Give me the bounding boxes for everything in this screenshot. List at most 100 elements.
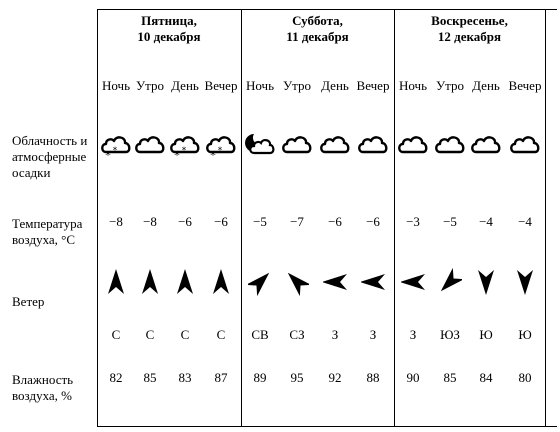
wind-cell — [173, 267, 197, 302]
cloud-cell — [319, 129, 351, 166]
table-border-right — [545, 9, 546, 427]
humidity-value: 87 — [214, 370, 228, 385]
temperature-value: −3 — [406, 214, 420, 229]
wind-direction: С — [145, 327, 155, 342]
wind-cell — [360, 267, 385, 302]
period-label: Ночь — [101, 78, 131, 93]
cloud-cell — [134, 129, 166, 166]
period-label: День — [321, 78, 349, 93]
cloud-cell — [397, 129, 429, 166]
cloud-icon — [320, 136, 350, 154]
wind-arrow-icon — [322, 274, 347, 290]
wind-arrow-icon — [400, 274, 425, 290]
wind-arrow-icon — [478, 270, 494, 295]
day-header: Воскресенье, 12 декабря — [394, 13, 545, 45]
svg-text:*: * — [174, 149, 180, 161]
row-label-temperature: Температура воздуха, °C — [12, 216, 83, 247]
day-header: Пятница, 10 декабря — [97, 13, 241, 45]
period-label: Ночь — [398, 78, 428, 93]
svg-text:*: * — [210, 149, 216, 161]
wind-arrow-icon — [177, 269, 193, 294]
cloud-icon — [435, 136, 465, 154]
moon-cloud-icon — [245, 134, 275, 155]
cloud-snow-icon: * * — [206, 136, 236, 162]
wind-direction: ЮЗ — [440, 327, 460, 342]
wind-arrow-icon — [245, 272, 270, 297]
svg-text:*: * — [113, 146, 118, 156]
row-label-wind: Ветер — [12, 294, 45, 309]
cloud-cell — [357, 129, 389, 166]
cloud-cell: * * — [100, 129, 132, 166]
day-divider — [241, 9, 242, 427]
wind-direction: С — [216, 327, 226, 342]
wind-cell — [474, 267, 498, 302]
wind-arrow-icon — [517, 270, 533, 295]
period-label: День — [171, 78, 199, 93]
temperature-value: −6 — [178, 214, 192, 229]
wind-direction: С — [180, 327, 190, 342]
temperature-value: −6 — [214, 214, 228, 229]
day-weekday: Пятница, — [141, 13, 197, 28]
day-divider — [394, 9, 395, 427]
humidity-value: 89 — [253, 370, 267, 385]
period-label: Ночь — [245, 78, 275, 93]
cloud-icon — [135, 136, 165, 154]
wind-cell — [245, 267, 272, 302]
row-label-clouds: Облачность и атмосферные осадки — [12, 133, 88, 180]
cloud-icon — [282, 136, 312, 154]
wind-cell — [138, 267, 162, 302]
temperature-value: −4 — [518, 214, 532, 229]
day-header: Суббота, 11 декабря — [241, 13, 394, 45]
day-weekday: Суббота, — [292, 13, 343, 28]
humidity-value: 82 — [109, 370, 123, 385]
wind-cell — [322, 267, 347, 302]
period-label: Утро — [282, 78, 312, 93]
wind-direction: З — [409, 327, 417, 342]
cloud-cell — [281, 129, 313, 166]
wind-direction: З — [331, 327, 339, 342]
svg-text:*: * — [218, 146, 223, 156]
wind-cell — [513, 267, 537, 302]
table-border-top — [97, 9, 557, 10]
wind-direction: СВ — [251, 327, 269, 342]
period-label: Утро — [135, 78, 165, 93]
humidity-value: 90 — [406, 370, 420, 385]
temperature-value: −5 — [443, 214, 457, 229]
cloud-cell — [434, 129, 466, 166]
humidity-value: 85 — [443, 370, 457, 385]
wind-cell — [209, 267, 233, 302]
temperature-value: −4 — [479, 214, 493, 229]
temperature-value: −7 — [290, 214, 304, 229]
humidity-value: 95 — [290, 370, 304, 385]
humidity-value: 80 — [518, 370, 532, 385]
cloud-cell — [244, 129, 276, 166]
cloud-cell — [509, 129, 541, 166]
humidity-value: 84 — [479, 370, 493, 385]
wind-arrow-icon — [287, 272, 312, 297]
humidity-value: 83 — [178, 370, 192, 385]
wind-cell — [104, 267, 128, 302]
day-weekday: Воскресенье, — [431, 13, 508, 28]
cloud-cell — [470, 129, 502, 166]
period-label: Вечер — [356, 78, 390, 93]
svg-text:*: * — [105, 149, 111, 161]
wind-arrow-icon — [108, 269, 124, 294]
humidity-value: 88 — [366, 370, 380, 385]
period-label: Вечер — [204, 78, 238, 93]
wind-direction: С — [111, 327, 121, 342]
svg-text:*: * — [182, 146, 187, 156]
wind-cell — [400, 267, 425, 302]
temperature-value: −5 — [253, 214, 267, 229]
period-label: Вечер — [508, 78, 542, 93]
wind-arrow-icon — [360, 274, 385, 290]
temperature-value: −6 — [366, 214, 380, 229]
table-border-bottom — [97, 426, 557, 427]
cloud-icon — [398, 136, 428, 154]
cloud-cell: * * — [205, 129, 237, 166]
wind-cell — [438, 267, 465, 302]
cloud-cell: * * — [169, 129, 201, 166]
wind-arrow-icon — [142, 269, 158, 294]
wind-direction: Ю — [479, 327, 493, 342]
temperature-value: −8 — [109, 214, 123, 229]
cloud-snow-icon: * * — [101, 136, 131, 162]
